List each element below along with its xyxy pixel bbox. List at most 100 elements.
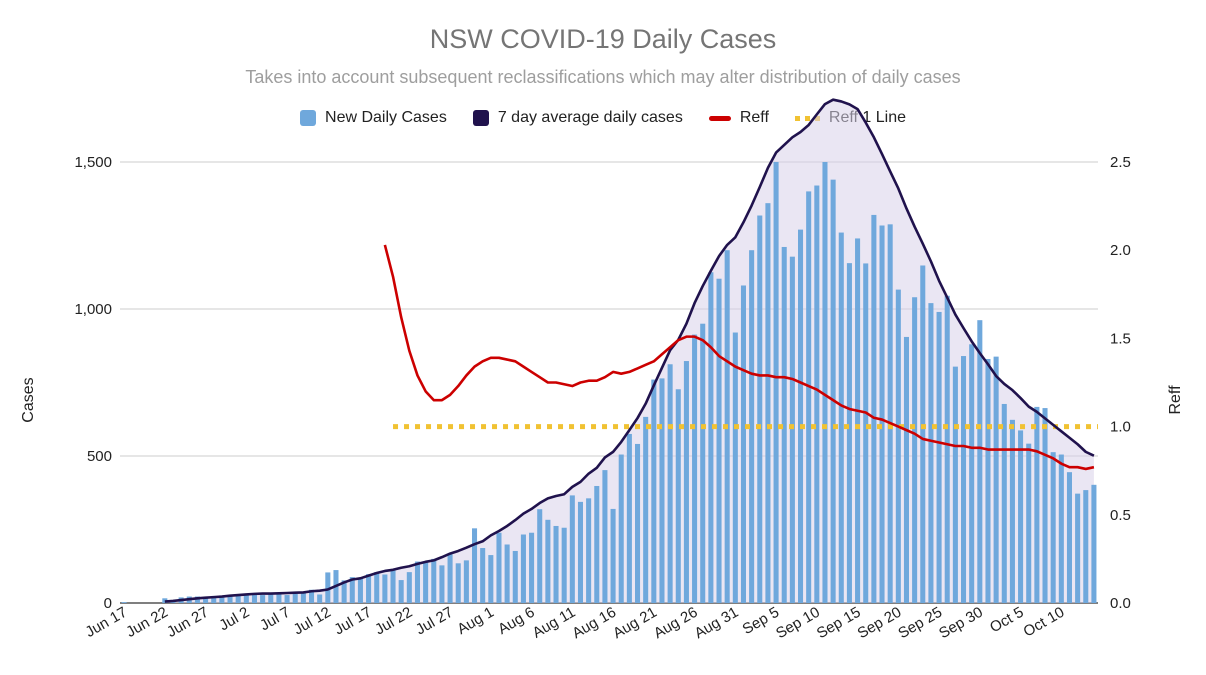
bar (610, 508, 616, 603)
bar (423, 561, 429, 603)
x-tick-label: Oct 5 (987, 604, 1027, 637)
bar (1050, 452, 1056, 603)
bar (325, 572, 331, 603)
legend-label-reff: Reff (739, 109, 769, 126)
bar (765, 203, 771, 603)
bar (602, 470, 608, 603)
bar (667, 364, 673, 603)
x-tick-label: Jul 27 (413, 604, 456, 639)
bar (390, 570, 396, 603)
bar (757, 215, 763, 603)
bar (504, 544, 510, 603)
x-tick-label: Aug 6 (495, 604, 537, 638)
bar (700, 323, 706, 603)
bar (675, 389, 681, 603)
x-tick-label: Sep 15 (814, 604, 864, 642)
legend-item-new-daily-cases: New Daily Cases (300, 109, 447, 127)
bar (822, 162, 828, 603)
bar (194, 596, 200, 603)
bar (553, 525, 559, 603)
legend-swatch-bars (300, 110, 317, 126)
bar (317, 594, 323, 603)
bar (944, 295, 950, 603)
bar (887, 224, 893, 603)
bar (1083, 490, 1089, 603)
bar (749, 250, 755, 603)
bar (773, 162, 779, 603)
y-left-tick-label: 1,000 (74, 301, 112, 318)
reff-line (383, 244, 1095, 471)
bar (463, 560, 469, 603)
chart-title: NSW COVID-19 Daily Cases (429, 24, 777, 54)
x-tick-label: Sep 10 (773, 604, 823, 642)
bar (936, 311, 942, 603)
bar-series-new-daily-cases (121, 162, 1097, 604)
bar (781, 246, 787, 603)
bar (846, 263, 852, 603)
bar (357, 578, 363, 603)
bar (382, 574, 388, 603)
bar (1042, 408, 1048, 603)
bar (716, 278, 722, 603)
chart-subtitle: Takes into account subsequent reclassifi… (245, 67, 961, 87)
x-tick-label: Jun 27 (164, 604, 212, 641)
bar (797, 229, 804, 603)
legend-label-7-day-average: 7 day average daily cases (497, 109, 683, 126)
bar (879, 225, 885, 603)
bar (855, 238, 861, 603)
bar (912, 297, 918, 603)
x-tick-label: Sep 30 (936, 604, 986, 642)
bar (455, 563, 461, 603)
bar (488, 555, 494, 603)
bar (366, 574, 372, 603)
bar (740, 285, 747, 603)
y-right-tick-label: 1.5 (1110, 330, 1131, 347)
bar (659, 378, 665, 603)
x-tick-label: Jul 2 (216, 604, 252, 635)
bar (251, 593, 258, 603)
bar (1066, 472, 1073, 603)
bar (838, 232, 844, 603)
y-left-tick-label: 0 (104, 595, 112, 612)
bar (626, 433, 632, 603)
x-tick-label: Jul 22 (372, 604, 415, 639)
bar (471, 528, 478, 603)
bar (985, 358, 991, 603)
x-tick-label: Aug 11 (530, 604, 579, 642)
y-right-tick-label: 2.5 (1110, 154, 1131, 171)
bar (1058, 454, 1064, 603)
x-tick-label: Jun 22 (123, 604, 171, 641)
y-right-tick-label: 1.0 (1110, 419, 1131, 436)
bar (545, 519, 551, 603)
bar (268, 594, 274, 603)
bar (577, 501, 584, 603)
bar (683, 361, 689, 603)
bar (520, 534, 526, 603)
x-tick-label: Sep 25 (895, 604, 945, 642)
bar (618, 454, 624, 603)
x-tick-label: Aug 16 (569, 604, 619, 642)
bar (341, 580, 347, 603)
y-right-tick-label: 0.5 (1110, 507, 1131, 524)
x-tick-label: Jul 12 (291, 604, 334, 639)
avg-line (164, 98, 1095, 603)
bar (512, 550, 518, 603)
bar (871, 214, 877, 604)
x-tick-label: Sep 20 (855, 604, 905, 642)
bar (1091, 484, 1097, 603)
bar (431, 558, 437, 603)
legend-label-new-daily-cases: New Daily Cases (325, 109, 447, 126)
bar (414, 561, 421, 603)
bar (806, 191, 812, 603)
bar (406, 572, 412, 603)
bar (586, 498, 592, 603)
bar (643, 416, 649, 603)
bar (1001, 403, 1007, 603)
bar (227, 595, 233, 603)
bar (121, 602, 127, 603)
bar (284, 595, 290, 603)
bar (863, 263, 869, 603)
y-right-tick-label: 0.0 (1110, 595, 1131, 612)
x-tick-label: Aug 1 (454, 604, 496, 638)
bar (1026, 443, 1032, 603)
